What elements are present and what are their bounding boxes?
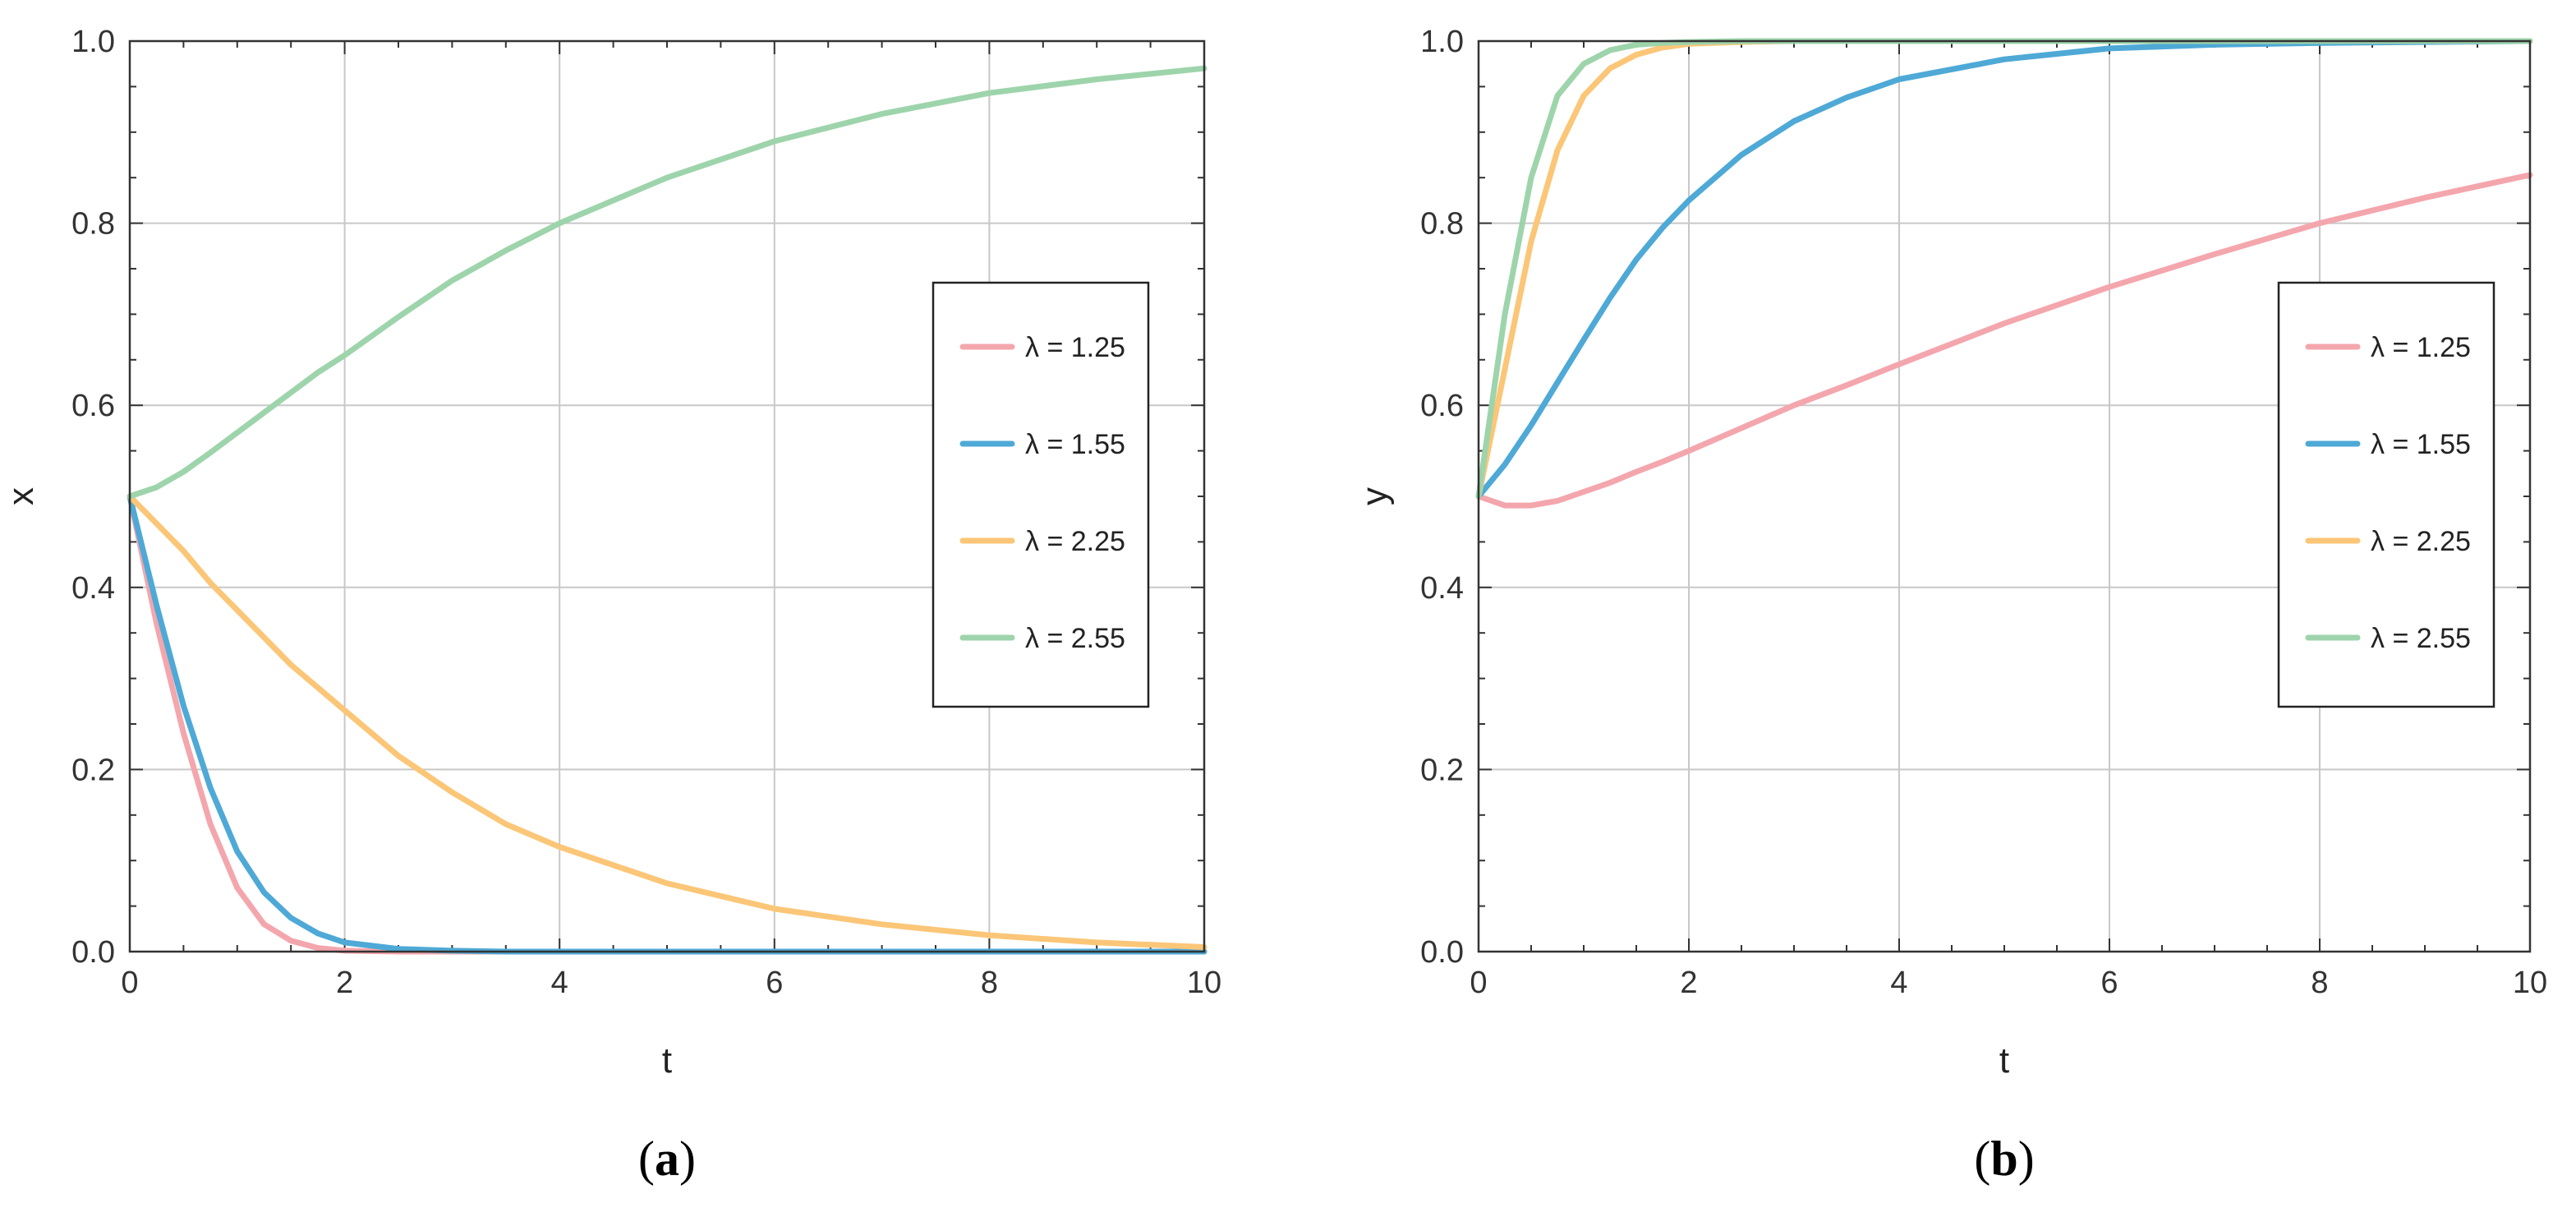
x-tick-label: 2 bbox=[1680, 966, 1697, 1000]
legend-item: λ = 1.25 bbox=[2305, 332, 2471, 363]
legend-label: λ = 1.55 bbox=[2371, 429, 2471, 460]
y-axis-title: x bbox=[1, 487, 41, 505]
y-tick-label: 0.8 bbox=[71, 207, 115, 242]
x-tick-label: 0 bbox=[121, 966, 138, 1000]
legend-label: λ = 2.25 bbox=[2371, 526, 2471, 557]
panel-letter: a bbox=[655, 1132, 679, 1186]
legend-label: λ = 2.55 bbox=[2371, 623, 2471, 654]
legend-item: λ = 2.55 bbox=[2305, 623, 2471, 654]
x-tick-label: 10 bbox=[1187, 966, 1221, 1000]
x-axis-title: t bbox=[1999, 1040, 2009, 1081]
panel-label: (a) bbox=[638, 1132, 696, 1186]
x-tick-label: 10 bbox=[2513, 966, 2547, 1000]
x-tick-label: 6 bbox=[2100, 966, 2118, 1000]
y-tick-label: 1.0 bbox=[71, 25, 115, 59]
legend: λ = 1.25 λ = 1.55 λ = 2.25 λ = 2.55 bbox=[2277, 281, 2496, 708]
x-tick-label: 8 bbox=[2311, 966, 2328, 1000]
x-axis-title: t bbox=[662, 1040, 672, 1081]
series-line-1 bbox=[1475, 172, 2533, 509]
legend-item: λ = 2.25 bbox=[959, 526, 1125, 557]
chart-panel-a: 0 2 4 6 8 100.00.20.40.60.81.0tx(a)λ = 1.25λ … bbox=[1, 25, 1221, 1186]
x-tick-label: 8 bbox=[981, 966, 998, 1000]
y-tick-label: 0.4 bbox=[1420, 571, 1464, 606]
legend-item: λ = 1.25 bbox=[959, 332, 1125, 363]
x-tick-label: 6 bbox=[766, 966, 783, 1000]
series-line-3 bbox=[126, 493, 1208, 950]
plot-frame bbox=[1477, 39, 2532, 953]
legend-label: λ = 1.25 bbox=[1025, 332, 1125, 363]
legend-label: λ = 2.55 bbox=[1025, 623, 1125, 654]
y-tick-label: 0.2 bbox=[71, 753, 115, 787]
legend-item: λ = 2.55 bbox=[959, 623, 1125, 654]
legend: λ = 1.25 λ = 1.55 λ = 2.25 λ = 2.55 bbox=[932, 281, 1150, 708]
y-tick-label: 0.0 bbox=[71, 935, 115, 970]
x-tick-label: 4 bbox=[551, 966, 568, 1000]
gridlines bbox=[130, 41, 1204, 952]
legend-item: λ = 2.25 bbox=[2305, 526, 2471, 557]
y-tick-label: 1.0 bbox=[1420, 25, 1464, 59]
plot-frame bbox=[128, 39, 1206, 953]
legend-label: λ = 1.25 bbox=[2371, 332, 2471, 363]
panel-letter: b bbox=[1990, 1132, 2017, 1186]
legend-item: λ = 1.55 bbox=[2305, 429, 2471, 460]
legend-label: λ = 2.25 bbox=[1025, 526, 1125, 557]
x-tick-label: 4 bbox=[1890, 966, 1907, 1000]
legend-label: λ = 1.55 bbox=[1025, 429, 1125, 460]
tick-marks bbox=[129, 40, 1205, 952]
x-tick-label: 2 bbox=[336, 966, 353, 1000]
x-tick-label: 0 bbox=[1470, 966, 1487, 1000]
y-axis-title: y bbox=[1355, 487, 1395, 505]
y-tick-label: 0.6 bbox=[1420, 389, 1464, 423]
legend-item: λ = 1.55 bbox=[959, 429, 1125, 460]
chart-panel-b: 0 2 4 6 8 100.00.20.40.60.81.0ty(b)λ = 1.25λ … bbox=[1355, 25, 2547, 1186]
series-line-4 bbox=[126, 65, 1208, 500]
y-tick-label: 0.0 bbox=[1420, 935, 1464, 970]
y-tick-label: 0.8 bbox=[1420, 207, 1464, 242]
y-tick-label: 0.2 bbox=[1420, 753, 1464, 787]
series-line-2 bbox=[1475, 38, 2533, 500]
panel-label: (b) bbox=[1974, 1132, 2034, 1186]
y-tick-label: 0.6 bbox=[71, 389, 115, 423]
y-tick-label: 0.4 bbox=[71, 571, 115, 606]
